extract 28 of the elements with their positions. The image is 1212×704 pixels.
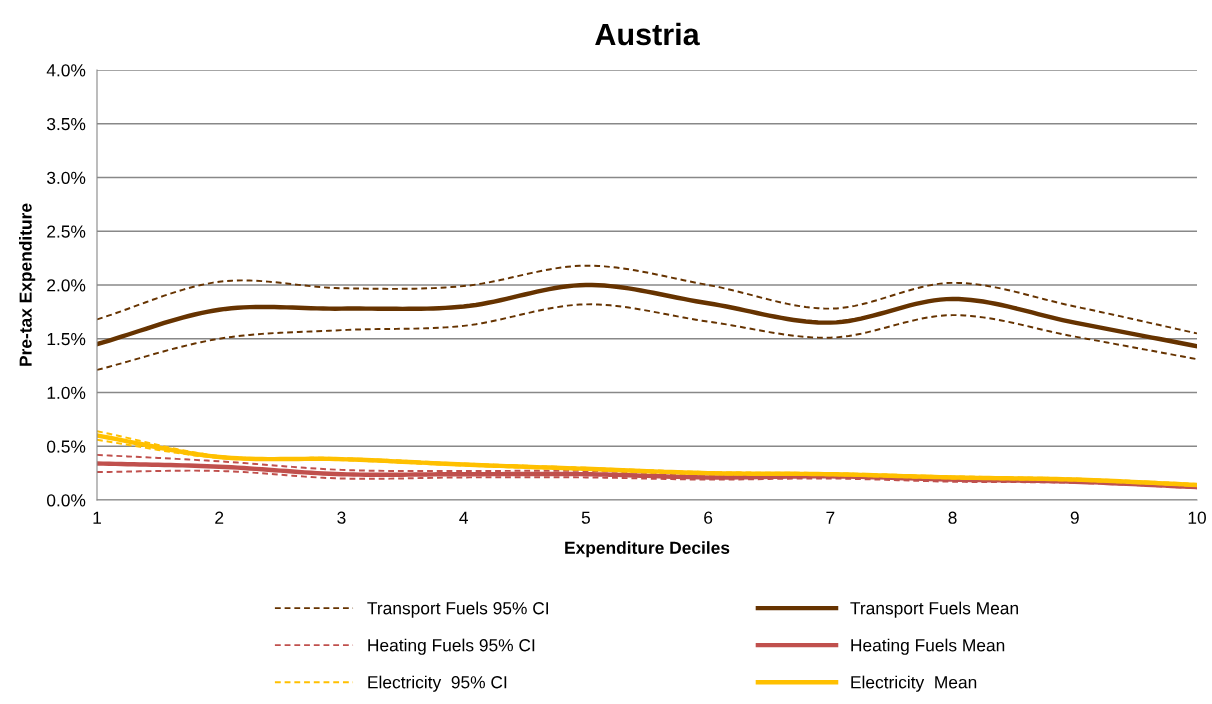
y-axis-title: Pre-tax Expenditure	[19, 203, 36, 366]
legend-label: Transport Fuels Mean	[850, 601, 1018, 618]
y-tick-label: 3.0%	[46, 171, 86, 184]
y-tick-label: 3.5%	[46, 117, 86, 131]
x-tick-label: 7	[826, 511, 835, 524]
legend-label: Heating Fuels Mean	[851, 638, 1005, 655]
x-tick-label: 4	[459, 511, 468, 524]
x-tick-label: 8	[948, 511, 957, 524]
y-tick-label: 1.0%	[47, 386, 86, 399]
x-axis-title: Expenditure Deciles	[565, 541, 730, 558]
y-tick-label: 2.5%	[47, 225, 86, 238]
x-tick-label: 3	[337, 511, 346, 524]
legend-label: Heating Fuels 95% CI	[368, 638, 535, 655]
y-tick-label: 1.5%	[47, 332, 86, 346]
y-tick-label: 2.0%	[47, 279, 86, 292]
x-tick-label: 10	[1188, 511, 1206, 524]
y-tick-label: 0.0%	[47, 494, 86, 507]
y-tick-label: 4.0%	[46, 64, 86, 77]
legend-label: Electricity Mean	[851, 675, 977, 692]
legend-label: Electricity 95% CI	[368, 675, 507, 692]
x-tick-label: 6	[704, 511, 713, 524]
y-tick-label: 0.5%	[47, 440, 86, 453]
x-tick-label: 2	[215, 511, 224, 524]
x-tick-label: 9	[1070, 511, 1079, 524]
chart-title: Austria	[595, 22, 700, 46]
legend-label: Transport Fuels 95% CI	[367, 601, 548, 618]
x-tick-label: 5	[581, 511, 590, 524]
x-tick-label: 1	[93, 511, 101, 524]
